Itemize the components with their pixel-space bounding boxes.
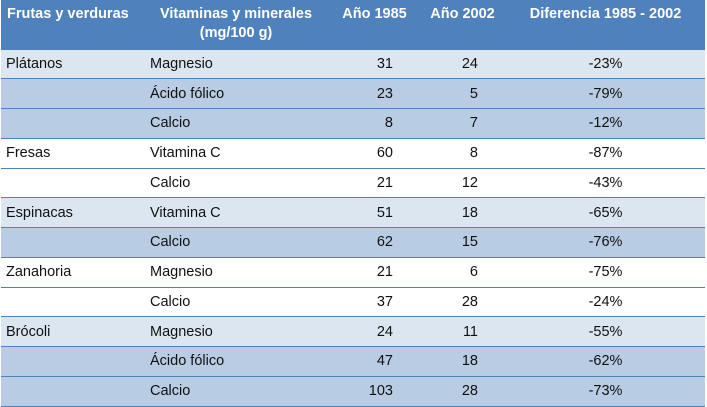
cell-nutrient: Magnesio bbox=[142, 256, 330, 287]
column-header-vitamins-line2: (mg/100 g) bbox=[199, 25, 273, 41]
table-row: Calcio 21 12 -43% bbox=[1, 167, 705, 198]
cell-food bbox=[1, 375, 142, 407]
column-header-vitamins-line1: Vitaminas y minerales bbox=[159, 6, 313, 22]
cell-difference: -24% bbox=[506, 286, 705, 317]
table-row: Espinacas Vitamina C 51 18 -65% bbox=[1, 197, 705, 228]
cell-nutrient: Calcio bbox=[142, 286, 330, 317]
column-header-difference: Diferencia 1985 - 2002 bbox=[529, 6, 682, 22]
cell-difference: -79% bbox=[506, 78, 705, 109]
cell-nutrient: Vitamina C bbox=[142, 137, 330, 168]
cell-year-1985: 8 bbox=[330, 108, 419, 139]
table-row: Ácido fólico 47 18 -62% bbox=[1, 346, 705, 377]
cell-year-1985: 23 bbox=[330, 78, 419, 109]
cell-year-1985: 37 bbox=[330, 286, 419, 317]
cell-year-2002: 6 bbox=[419, 256, 506, 287]
cell-year-1985: 51 bbox=[330, 197, 419, 228]
cell-food bbox=[1, 227, 142, 258]
column-header-year-2002: Año 2002 bbox=[430, 6, 495, 22]
cell-nutrient: Ácido fólico bbox=[142, 78, 330, 109]
cell-year-2002: 28 bbox=[419, 286, 506, 317]
cell-nutrient: Calcio bbox=[142, 167, 330, 198]
table-row: Fresas Vitamina C 60 8 -87% bbox=[1, 137, 705, 168]
cell-nutrient: Magnesio bbox=[142, 316, 330, 347]
cell-food: Espinacas bbox=[1, 197, 142, 228]
cell-year-2002: 24 bbox=[419, 48, 506, 79]
table-row: Calcio 62 15 -76% bbox=[1, 227, 705, 258]
table-row: Ácido fólico 23 5 -79% bbox=[1, 78, 705, 109]
cell-year-2002: 15 bbox=[419, 227, 506, 258]
cell-food bbox=[1, 108, 142, 139]
cell-year-1985: 103 bbox=[330, 375, 419, 407]
cell-year-2002: 8 bbox=[419, 137, 506, 168]
cell-nutrient: Magnesio bbox=[142, 48, 330, 79]
cell-nutrient: Vitamina C bbox=[142, 197, 330, 228]
table-row: Brócoli Magnesio 24 11 -55% bbox=[1, 316, 705, 347]
column-header-vitamins: Vitaminas y minerales (mg/100 g) bbox=[142, 0, 330, 49]
cell-year-2002: 5 bbox=[419, 78, 506, 109]
cell-nutrient: Calcio bbox=[142, 227, 330, 258]
table-row: Zanahoria Magnesio 21 6 -75% bbox=[1, 256, 705, 287]
cell-year-2002: 18 bbox=[419, 197, 506, 228]
table-row: Calcio 8 7 -12% bbox=[1, 108, 705, 139]
cell-difference: -76% bbox=[506, 227, 705, 258]
cell-year-1985: 31 bbox=[330, 48, 419, 79]
cell-year-2002: 28 bbox=[419, 375, 506, 407]
cell-difference: -43% bbox=[506, 167, 705, 198]
cell-difference: -23% bbox=[506, 48, 705, 79]
cell-difference: -87% bbox=[506, 137, 705, 168]
cell-difference: -65% bbox=[506, 197, 705, 228]
cell-difference: -75% bbox=[506, 256, 705, 287]
table-header-row: Frutas y verduras Vitaminas y minerales … bbox=[1, 0, 705, 49]
cell-year-2002: 11 bbox=[419, 316, 506, 347]
cell-nutrient: Ácido fólico bbox=[142, 346, 330, 377]
cell-nutrient: Calcio bbox=[142, 108, 330, 139]
cell-food bbox=[1, 346, 142, 377]
cell-year-1985: 21 bbox=[330, 167, 419, 198]
column-header-year-1985: Año 1985 bbox=[342, 6, 407, 22]
cell-food bbox=[1, 78, 142, 109]
cell-year-2002: 7 bbox=[419, 108, 506, 139]
column-header-food: Frutas y verduras bbox=[7, 6, 129, 22]
cell-year-1985: 62 bbox=[330, 227, 419, 258]
cell-nutrient: Calcio bbox=[142, 375, 330, 407]
table-row: Calcio 103 28 -73% bbox=[1, 375, 705, 407]
cell-food: Plátanos bbox=[1, 48, 142, 79]
table-row: Calcio 37 28 -24% bbox=[1, 286, 705, 317]
cell-food bbox=[1, 167, 142, 198]
cell-year-1985: 21 bbox=[330, 256, 419, 287]
cell-year-1985: 47 bbox=[330, 346, 419, 377]
cell-difference: -55% bbox=[506, 316, 705, 347]
cell-food: Brócoli bbox=[1, 316, 142, 347]
cell-food: Fresas bbox=[1, 137, 142, 168]
table-row: Plátanos Magnesio 31 24 -23% bbox=[1, 48, 705, 79]
cell-year-1985: 60 bbox=[330, 137, 419, 168]
cell-year-2002: 12 bbox=[419, 167, 506, 198]
cell-year-2002: 18 bbox=[419, 346, 506, 377]
cell-difference: -12% bbox=[506, 108, 705, 139]
cell-difference: -73% bbox=[506, 375, 705, 407]
cell-difference: -62% bbox=[506, 346, 705, 377]
cell-year-1985: 24 bbox=[330, 316, 419, 347]
cell-food: Zanahoria bbox=[1, 256, 142, 287]
cell-food bbox=[1, 286, 142, 317]
